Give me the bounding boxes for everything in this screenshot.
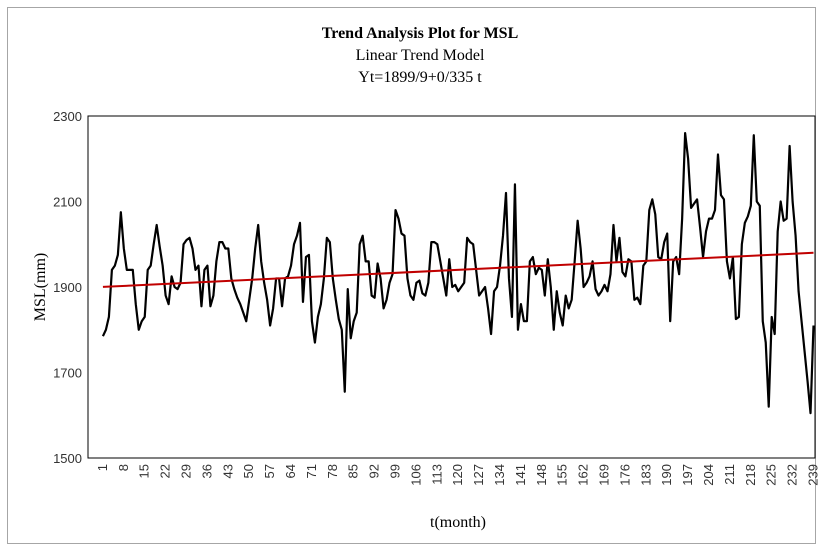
x-tick-label: 22 [158, 464, 173, 478]
x-tick-label: 148 [534, 464, 549, 486]
x-tick-label: 197 [680, 464, 695, 486]
trend-line [102, 251, 814, 288]
x-tick-label: 218 [743, 464, 758, 486]
x-tick-label: 113 [429, 464, 444, 485]
trend-equation: Yt=1899/9+0/335 t [358, 69, 482, 86]
x-tick-label: 57 [262, 464, 277, 478]
x-tick-label: 169 [597, 464, 612, 486]
x-tick-label: 225 [764, 464, 779, 486]
chart-subtitle: Linear Trend Model [356, 47, 485, 64]
x-tick-label: 204 [701, 464, 716, 486]
x-tick-label: 141 [513, 464, 528, 486]
y-tick-label: 1700 [53, 366, 82, 381]
x-tick-label: 92 [367, 464, 382, 478]
x-tick-label: 99 [388, 464, 403, 478]
x-tick-label: 43 [220, 464, 235, 478]
x-tick-label: 183 [638, 464, 653, 486]
chart-title: Trend Analysis Plot for MSL [322, 25, 518, 42]
x-tick-label: 176 [617, 464, 632, 486]
y-tick-label: 2100 [53, 195, 82, 210]
data-line [101, 132, 815, 415]
x-tick-label: 29 [179, 464, 194, 478]
x-tick-label: 71 [304, 464, 319, 478]
y-tick-label: 2300 [53, 109, 82, 124]
y-axis-label: MSL(mm) [32, 253, 49, 321]
x-tick-label: 120 [450, 464, 465, 486]
x-tick-label: 162 [576, 464, 591, 486]
chart-frame [7, 7, 816, 544]
x-axis-label: t(month) [430, 514, 486, 531]
x-tick-label: 134 [492, 464, 507, 486]
x-tick-label: 78 [325, 464, 340, 478]
x-tick-label: 64 [283, 464, 298, 478]
x-tick-label: 106 [408, 464, 423, 486]
x-tick-label: 85 [346, 464, 361, 478]
x-tick-label: 232 [785, 464, 800, 486]
x-tick-label: 239 [806, 464, 821, 486]
y-tick-label: 1900 [53, 280, 82, 295]
x-tick-label: 211 [722, 464, 737, 485]
y-tick-label: 1500 [53, 451, 82, 466]
x-tick-label: 36 [199, 464, 214, 478]
x-tick-label: 15 [137, 464, 152, 478]
x-tick-label: 8 [116, 464, 131, 471]
x-tick-label: 1 [95, 464, 110, 471]
plot-area [87, 115, 816, 459]
x-tick-label: 155 [555, 464, 570, 486]
x-tick-label: 50 [241, 464, 256, 478]
x-tick-label: 190 [659, 464, 674, 486]
x-tick-label: 127 [471, 464, 486, 486]
